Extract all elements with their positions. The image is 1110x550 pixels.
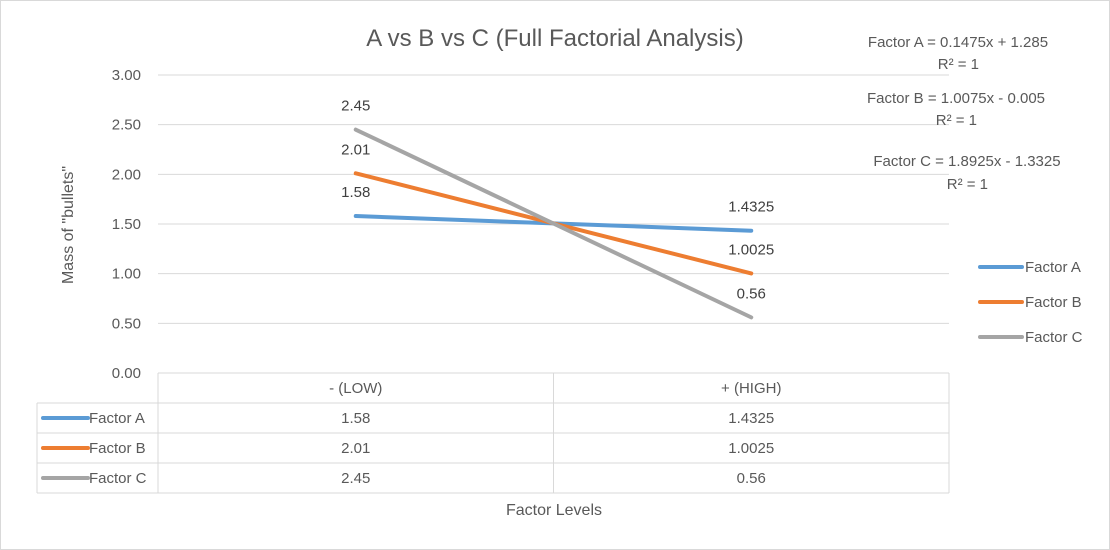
x-axis-title: Factor Levels <box>506 502 602 519</box>
y-axis-title: Mass of "bullets" <box>60 166 77 284</box>
series-lines <box>353 127 754 320</box>
data-table: - (LOW) + (HIGH) Factor A 1.58 1.4325 Factor … <box>36 372 950 494</box>
y-tick-label: 3.00 <box>112 67 141 84</box>
data-label: 1.58 <box>341 184 370 201</box>
data-labels: 1.58 1.4325 2.01 1.0025 2.45 0.56 <box>341 98 774 303</box>
trendline-r2: R² = 1 <box>938 56 979 73</box>
y-tick-label: 0.00 <box>112 365 141 382</box>
data-label: 1.4325 <box>728 199 774 216</box>
table-cell: 2.45 <box>341 470 370 487</box>
legend-label: Factor C <box>1025 329 1083 346</box>
data-label: 0.56 <box>737 285 766 302</box>
y-tick-label: 2.50 <box>112 117 141 134</box>
trendline-equation: Factor A = 0.1475x + 1.285 <box>868 34 1048 51</box>
category-label: - (LOW) <box>329 380 382 397</box>
trendline-r2: R² = 1 <box>936 112 977 129</box>
legend-label: Factor A <box>1025 259 1081 276</box>
data-label: 2.45 <box>341 98 370 115</box>
table-series-name: Factor A <box>89 410 145 427</box>
y-tick-label: 1.50 <box>112 216 141 233</box>
trendline-equation: Factor C = 1.8925x - 1.3325 <box>873 153 1060 170</box>
y-tick-label: 2.00 <box>112 166 141 183</box>
table-series-name: Factor B <box>89 440 146 457</box>
chart-title: A vs B vs C (Full Factorial Analysis) <box>366 25 743 52</box>
legend-label: Factor B <box>1025 294 1082 311</box>
trendline-equation: Factor B = 1.0075x - 0.005 <box>867 90 1045 107</box>
table-cell: 2.01 <box>341 440 370 457</box>
table-cell: 1.58 <box>341 410 370 427</box>
y-tick-label: 1.00 <box>112 266 141 283</box>
table-cell: 1.0025 <box>728 440 774 457</box>
category-label: + (HIGH) <box>721 380 781 397</box>
gridlines <box>158 74 949 374</box>
table-cell: 1.4325 <box>728 410 774 427</box>
y-axis-ticks: 0.00 0.50 1.00 1.50 2.00 2.50 3.00 <box>112 67 141 382</box>
trendline-r2: R² = 1 <box>947 176 988 193</box>
table-cell: 0.56 <box>737 470 766 487</box>
trendline-equations: Factor A = 0.1475x + 1.285 R² = 1 Factor B… <box>867 34 1061 193</box>
data-label: 1.0025 <box>728 241 774 258</box>
series-line-3 <box>353 127 754 320</box>
data-label: 2.01 <box>341 141 370 158</box>
table-series-name: Factor C <box>89 470 147 487</box>
legend: Factor A Factor B Factor C <box>978 259 1083 346</box>
y-tick-label: 0.50 <box>112 315 141 332</box>
